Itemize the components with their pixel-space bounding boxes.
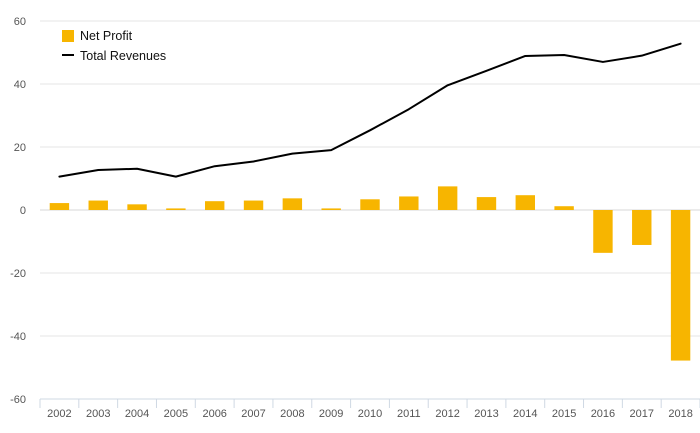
y-tick-label: 60 [14,16,26,28]
net-profit-bar-2015 [554,206,574,210]
net-profit-bar-2005 [166,208,186,210]
legend-total-revenues-label: Total Revenues [80,49,166,63]
total-revenues-line [58,42,682,178]
y-tick-label: 40 [14,79,26,91]
y-tick-label: -20 [10,268,26,280]
legend: Net Profit Total Revenues [62,29,166,63]
x-tick-label-2009: 2009 [319,408,343,420]
x-tick-label-2004: 2004 [125,408,149,420]
net-profit-bar-2013 [476,197,497,210]
x-tick-label-2014: 2014 [513,408,537,420]
y-tick-label: -60 [10,394,26,406]
x-tick-label-2002: 2002 [47,408,71,420]
x-tick-label-2008: 2008 [280,408,304,420]
net-profit-bar-2003 [88,200,108,210]
net-profit-bar-2011 [399,196,419,210]
x-tick-label-2010: 2010 [358,408,382,420]
y-tick-label: 0 [20,205,26,217]
x-tick-label-2013: 2013 [474,408,498,420]
x-tick-label-2011: 2011 [397,408,421,420]
gridlines [40,20,700,337]
net-profit-bar-2018 [670,210,691,361]
net-profit-bar-2008 [282,198,303,210]
net-profit-bar-2010 [360,199,380,210]
x-tick-label-2015: 2015 [552,408,576,420]
y-tick-label: -40 [10,331,26,343]
total-revenues-line-group [58,42,682,178]
x-tick-label-2006: 2006 [202,408,226,420]
net-profit-bar-2002 [49,203,70,210]
net-profit-bar-2017 [632,210,652,245]
net-profit-bar-2009 [321,208,341,210]
x-tick-label-2018: 2018 [668,408,692,420]
net-profit-bar-2012 [437,186,458,210]
net-profit-bar-2016 [593,210,613,253]
x-tick-label-2005: 2005 [164,408,188,420]
x-tick-label-2016: 2016 [591,408,615,420]
x-tick-label-2007: 2007 [241,408,265,420]
net-profit-bars [49,186,691,361]
net-profit-bar-2007 [243,200,264,210]
x-tick-label-2017: 2017 [630,408,654,420]
legend-net-profit-label: Net Profit [80,29,133,43]
net-profit-bar-2014 [515,195,535,210]
x-tick-label-2012: 2012 [435,408,459,420]
y-tick-label: 20 [14,142,26,154]
x-tick-label-2003: 2003 [86,408,110,420]
axes: -60 -40 -20 0 20 40 60 2002 2003 2004 2005 2006 2007… [10,16,700,420]
net-profit-bar-2004 [127,204,147,210]
legend-net-profit-swatch [62,30,74,42]
net-profit-bar-2006 [205,201,225,210]
